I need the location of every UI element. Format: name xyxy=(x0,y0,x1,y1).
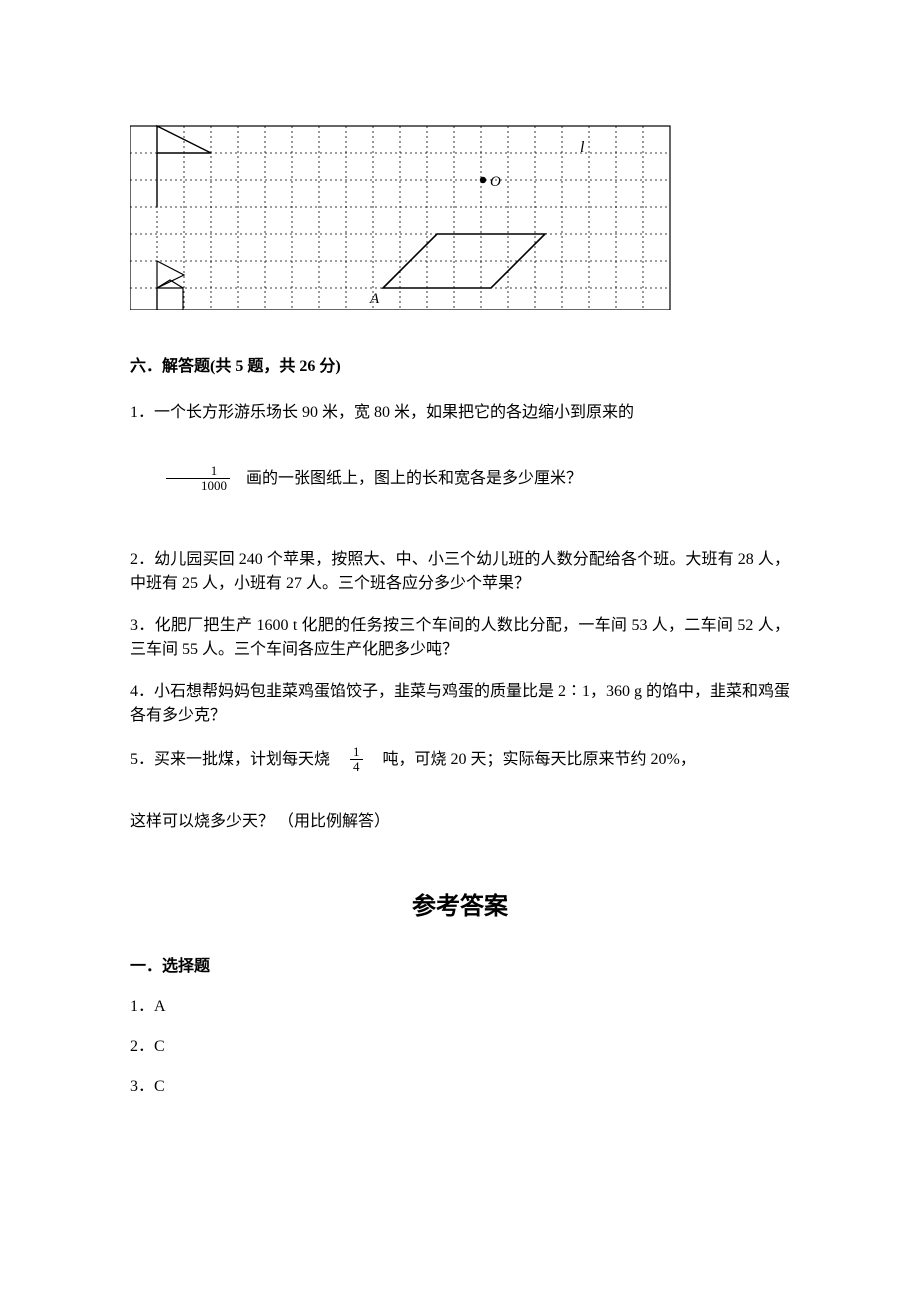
question-5-b: 吨，可烧 20 天；实际每天比原来节约 20%， xyxy=(383,751,696,768)
gap xyxy=(371,751,379,768)
fraction-num: 1 xyxy=(350,745,363,759)
question-1-line1: 1．一个长方形游乐场长 90 米，宽 80 米，如果把它的各边缩小到原来的 xyxy=(130,401,790,425)
question-5-a: 5．买来一批煤，计划每天烧 xyxy=(130,751,330,768)
svg-text:O: O xyxy=(490,174,501,190)
question-5-line1: 5．买来一批煤，计划每天烧 1 4 吨，可烧 20 天；实际每天比原来节约 20… xyxy=(130,746,790,774)
grid-figure-container: l A O xyxy=(130,110,790,310)
fraction-den: 4 xyxy=(350,759,363,774)
answer-3: 3．C xyxy=(130,1075,790,1099)
question-1-b: 画的一张图纸上，图上的长和宽各是多少厘米？ xyxy=(246,470,582,487)
question-4: 4．小石想帮妈妈包韭菜鸡蛋馅饺子，韭菜与鸡蛋的质量比是 2∶1，360 g 的馅… xyxy=(130,680,790,728)
section-6-header: 六．解答题(共 5 题，共 26 分) xyxy=(130,355,790,379)
fraction-1-1000: 1 1000 xyxy=(166,464,230,492)
question-3: 3．化肥厂把生产 1600 t 化肥的任务按三个车间的人数比分配，一车间 53 … xyxy=(130,614,790,662)
question-5-line2: 这样可以烧多少天？ （用比例解答） xyxy=(130,810,790,834)
svg-text:A: A xyxy=(369,291,380,307)
grid-figure: l A O xyxy=(130,110,675,310)
svg-text:l: l xyxy=(580,139,585,156)
question-1-rest xyxy=(238,470,246,487)
page: l A O 六．解答题(共 5 题，共 26 分) 1．一个长方形游乐场长 90 米… xyxy=(0,0,920,1302)
fraction-1-4: 1 4 xyxy=(350,745,363,773)
answer-1: 1．A xyxy=(130,995,790,1019)
question-1-line2: 1 1000 画的一张图纸上，图上的长和宽各是多少厘米？ xyxy=(130,465,790,493)
gap xyxy=(334,751,342,768)
fraction-num: 1 xyxy=(166,464,230,478)
fraction-den: 1000 xyxy=(166,478,230,493)
answers-title: 参考答案 xyxy=(130,889,790,925)
answer-2: 2．C xyxy=(130,1035,790,1059)
answers-section-1: 一．选择题 xyxy=(130,955,790,979)
question-2: 2．幼儿园买回 240 个苹果，按照大、中、小三个幼儿班的人数分配给各个班。大班… xyxy=(130,548,790,596)
